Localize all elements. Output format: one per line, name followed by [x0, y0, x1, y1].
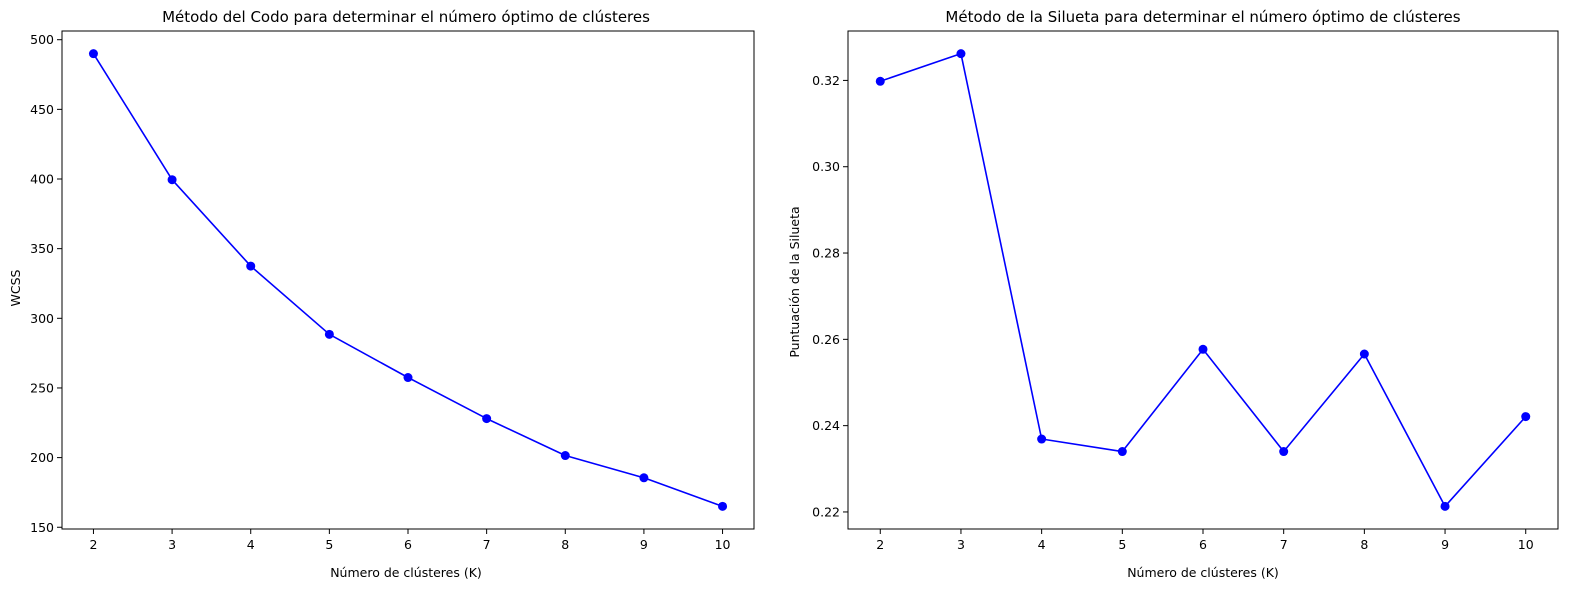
data-point	[1198, 344, 1208, 354]
x-tick-label: 4	[247, 537, 255, 552]
x-tick-label: 7	[483, 537, 491, 552]
data-point	[1117, 447, 1127, 457]
data-point	[1359, 349, 1369, 359]
elbow-chart-ylabel: WCSS	[8, 269, 23, 306]
data-point	[875, 76, 885, 86]
y-tick-label: 500	[30, 32, 54, 47]
x-tick-label: 10	[715, 537, 731, 552]
x-tick-label: 8	[1360, 537, 1368, 552]
silhouette-chart-ylabel: Puntuación de la Silueta	[787, 206, 802, 357]
silhouette-chart-xlabel: Número de clústeres (K)	[1127, 565, 1279, 580]
elbow-chart-frame	[61, 30, 755, 530]
x-tick-label: 6	[404, 537, 412, 552]
x-tick-label: 8	[561, 537, 569, 552]
data-point	[324, 329, 334, 339]
data-point	[718, 501, 728, 511]
data-point	[403, 373, 413, 383]
y-tick-label: 200	[30, 450, 54, 465]
x-tick-label: 3	[168, 537, 176, 552]
y-tick-label: 0.28	[812, 246, 840, 261]
y-tick-label: 150	[30, 520, 54, 535]
data-point	[1037, 434, 1047, 444]
silhouette-chart-panel: Método de la Silueta para determinar el …	[787, 8, 1559, 580]
y-tick-label: 400	[30, 172, 54, 187]
y-tick-label: 0.30	[812, 159, 840, 174]
data-point	[482, 414, 492, 424]
elbow-chart-xlabel: Número de clústeres (K)	[330, 565, 482, 580]
x-tick-label: 5	[325, 537, 333, 552]
data-point	[246, 261, 256, 271]
x-tick-label: 9	[1441, 537, 1449, 552]
data-point	[639, 473, 649, 483]
data-point	[88, 49, 98, 59]
y-tick-label: 0.24	[812, 418, 840, 433]
y-tick-label: 0.22	[812, 504, 840, 519]
elbow-chart-marks	[88, 49, 728, 511]
silhouette-chart-ticks: 2 3 4 5 6 7 8 9 10 0.22 0.24 0.26 0.28 0.30 0.32	[812, 73, 1534, 552]
elbow-chart-title: Método del Codo para determinar el númer…	[162, 8, 650, 26]
data-point	[1279, 447, 1289, 457]
x-tick-label: 7	[1280, 537, 1288, 552]
silhouette-chart-marks	[875, 49, 1531, 511]
x-tick-label: 10	[1518, 537, 1534, 552]
x-tick-label: 5	[1118, 537, 1126, 552]
y-tick-label: 350	[30, 241, 54, 256]
elbow-chart-ticks: 2 3 4 5 6 7 8 9 10 150 200 250 300 350 400 450 500	[30, 32, 730, 552]
x-tick-label: 2	[89, 537, 97, 552]
x-tick-label: 9	[640, 537, 648, 552]
y-tick-label: 0.26	[812, 332, 840, 347]
x-tick-label: 4	[1038, 537, 1046, 552]
y-tick-label: 450	[30, 102, 54, 117]
data-point	[956, 49, 966, 59]
silhouette-chart-title: Método de la Silueta para determinar el …	[945, 8, 1460, 26]
y-tick-label: 300	[30, 311, 54, 326]
y-tick-label: 250	[30, 380, 54, 395]
data-point	[167, 175, 177, 185]
data-point	[560, 451, 570, 461]
x-tick-label: 6	[1199, 537, 1207, 552]
x-tick-label: 2	[876, 537, 884, 552]
data-point	[1521, 412, 1531, 422]
silhouette-chart-frame	[847, 30, 1559, 530]
x-tick-label: 3	[957, 537, 965, 552]
elbow-chart-panel: Método del Codo para determinar el númer…	[8, 8, 755, 580]
data-point	[1440, 501, 1450, 511]
y-tick-label: 0.32	[812, 73, 840, 88]
